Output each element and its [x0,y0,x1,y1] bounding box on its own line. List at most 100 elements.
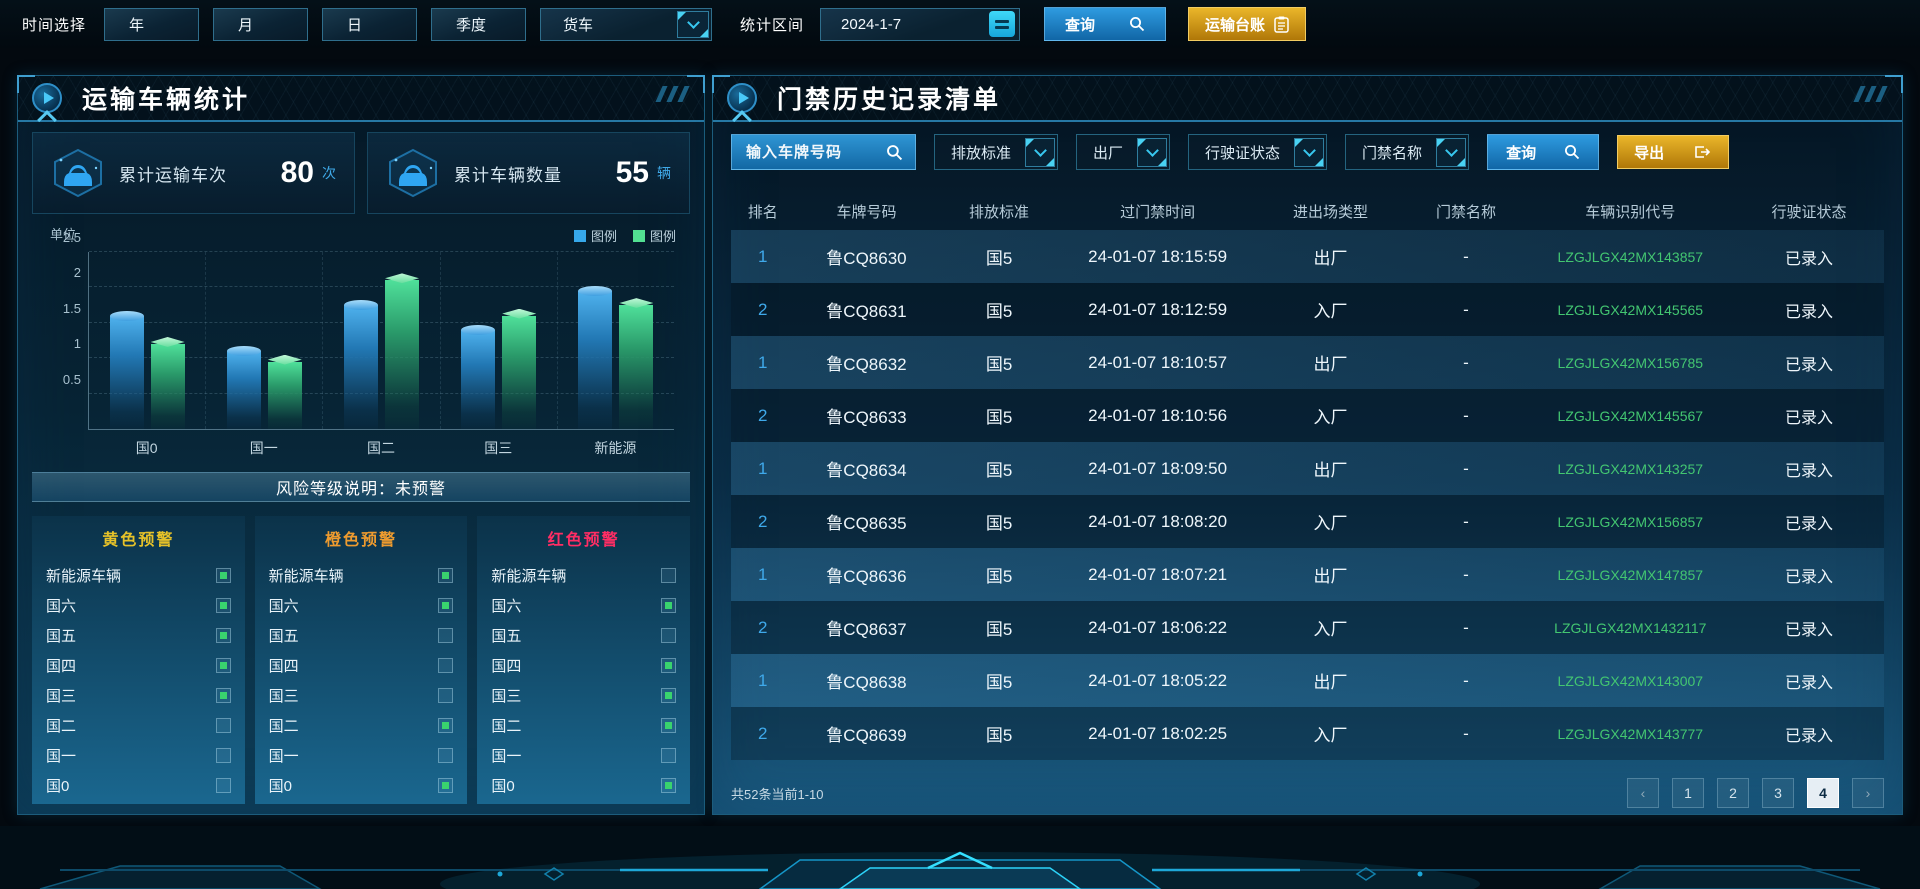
warning-checkbox[interactable] [215,627,231,643]
warning-checkbox[interactable] [438,567,454,583]
filter-dropdown[interactable]: 门禁名称 [1345,134,1470,170]
warning-checkbox[interactable] [215,657,231,673]
warning-checkbox[interactable] [661,657,677,673]
table-cell: 已录入 [1784,356,1833,374]
filter-dropdown[interactable]: 排放标准 [934,134,1059,170]
warning-item: 国0 [491,770,677,800]
page-button[interactable]: 4 [1807,778,1839,808]
vin-link[interactable]: LZGJLGX42MX145565 [1557,301,1704,318]
page-button[interactable]: 2 [1717,778,1749,808]
period-button[interactable]: 季度 [431,7,527,41]
warning-checkbox[interactable] [661,687,677,703]
table-row[interactable]: 2 鲁CQ8639 国5 24-01-07 18:02:25 入厂 - LZGJLGX42M… [731,707,1884,760]
export-button[interactable]: 导出 [1617,135,1730,169]
bar-cap [619,298,654,308]
warning-checkbox[interactable] [215,777,231,793]
warning-checkbox[interactable] [661,567,677,583]
bar-cap [226,346,261,357]
warning-checkbox[interactable] [661,777,677,793]
warning-checkbox[interactable] [661,627,677,643]
blue-bar [226,346,261,429]
period-button[interactable]: 月 [213,7,309,41]
filter-dropdown[interactable]: 行驶证状态 [1188,134,1328,170]
table-row[interactable]: 1 鲁CQ8638 国5 24-01-07 18:05:22 出厂 - LZGJLGX42M… [731,654,1884,707]
transport-statistics-panel: 运输车辆统计 累计运输车次 80 次 [17,75,705,815]
table-row[interactable]: 2 鲁CQ8631 国5 24-01-07 18:12:59 入厂 - LZGJLGX42M… [731,283,1884,336]
category-label: 新能源 [594,440,637,456]
page-button[interactable]: 1 [1672,778,1704,808]
warning-checkbox[interactable] [661,597,677,613]
table-cell: 出厂 [1313,461,1348,480]
page-button[interactable]: 3 [1762,778,1794,808]
warning-checkbox[interactable] [661,747,677,763]
transport-ledger-button[interactable]: 运输台账 [1188,7,1307,41]
legend-item[interactable]: 图例 [632,226,676,245]
chart-gridline [89,392,674,394]
search-icon [1130,17,1145,32]
vin-link[interactable]: LZGJLGX42MX156857 [1557,513,1704,530]
warning-checkbox[interactable] [438,777,454,793]
plate-search-box[interactable] [731,134,916,170]
legend-item[interactable]: 图例 [573,226,617,245]
warning-checkbox[interactable] [215,567,231,583]
time-select-label: 时间选择 [22,16,87,34]
table-row[interactable]: 1 鲁CQ8636 国5 24-01-07 18:07:21 出厂 - LZGJLGX42M… [731,548,1884,601]
warning-checkbox[interactable] [215,747,231,763]
warning-checkbox[interactable] [215,687,231,703]
table-cell: 已录入 [1784,250,1833,268]
period-button[interactable]: 日 [322,7,418,41]
column-header: 过门禁时间 [1120,203,1196,221]
vin-link[interactable]: LZGJLGX42MX1432117 [1554,619,1707,636]
prev-page-button[interactable]: ‹ [1627,778,1659,808]
bar-cap [109,310,144,321]
table-cell: 2 [757,617,768,637]
table-cell: 国5 [985,514,1013,533]
calendar-icon[interactable] [989,11,1016,37]
query-button-label: 查询 [1065,16,1096,34]
warning-checkbox[interactable] [438,747,454,763]
warning-checkbox[interactable] [215,597,231,613]
warning-item-label: 新能源车辆 [491,567,567,585]
table-cell: 24-01-07 18:15:59 [1088,246,1228,266]
clipboard-icon [1274,16,1289,33]
next-page-button[interactable]: › [1852,778,1884,808]
vin-link[interactable]: LZGJLGX42MX143257 [1557,460,1704,477]
warning-column: 黄色预警 新能源车辆 国六 国五 国四 国三 国二 国一 国0 [32,516,245,804]
vehicle-type-select[interactable]: 货车 [540,7,713,41]
plate-search-input[interactable] [746,143,886,161]
table-cell: 1 [757,564,768,584]
page-buttons: ‹ 1 2 3 4 › [1627,778,1884,808]
warning-checkbox[interactable] [215,717,231,733]
vin-link[interactable]: LZGJLGX42MX143777 [1557,725,1704,742]
query-button[interactable]: 查询 [1044,7,1167,41]
vin-link[interactable]: LZGJLGX42MX147857 [1557,566,1704,583]
table-cell: 鲁CQ8630 [826,249,907,268]
table-row[interactable]: 2 鲁CQ8633 国5 24-01-07 18:10:56 入厂 - LZGJLGX42M… [731,389,1884,442]
table-row[interactable]: 1 鲁CQ8630 国5 24-01-07 18:15:59 出厂 - LZGJLGX42M… [731,230,1884,283]
warning-checkbox[interactable] [438,687,454,703]
warning-item-label: 国三 [491,687,522,705]
vin-link[interactable]: LZGJLGX42MX156785 [1557,354,1704,371]
table-query-button[interactable]: 查询 [1487,134,1600,170]
warning-checkbox[interactable] [438,717,454,733]
date-input[interactable]: 2024-1-7 [820,7,1021,41]
vin-link[interactable]: LZGJLGX42MX145567 [1557,407,1704,424]
filter-dropdown[interactable]: 出厂 [1076,134,1171,170]
bar-cap [344,300,378,311]
warning-checkbox[interactable] [438,657,454,673]
warning-checkbox[interactable] [438,597,454,613]
table-row[interactable]: 1 鲁CQ8632 国5 24-01-07 18:10:57 出厂 - LZGJLGX42M… [731,336,1884,389]
table-row[interactable]: 1 鲁CQ8634 国5 24-01-07 18:09:50 出厂 - LZGJLGX42M… [731,442,1884,495]
table-row[interactable]: 2 鲁CQ8635 国5 24-01-07 18:08:20 入厂 - LZGJLGX42M… [731,495,1884,548]
period-button[interactable]: 年 [104,7,200,41]
vin-link[interactable]: LZGJLGX42MX143857 [1557,248,1704,265]
chart-ytick-label: 1.5 [62,300,81,316]
export-label: 导出 [1634,144,1665,162]
warning-checkbox[interactable] [661,717,677,733]
table-cell: 已录入 [1784,674,1833,692]
blue-bar [461,324,496,429]
warning-checkbox[interactable] [438,627,454,643]
vin-link[interactable]: LZGJLGX42MX143007 [1557,672,1704,689]
table-row[interactable]: 2 鲁CQ8637 国5 24-01-07 18:06:22 入厂 - LZGJLGX42M… [731,601,1884,654]
dropdown-label: 门禁名称 [1362,144,1423,162]
